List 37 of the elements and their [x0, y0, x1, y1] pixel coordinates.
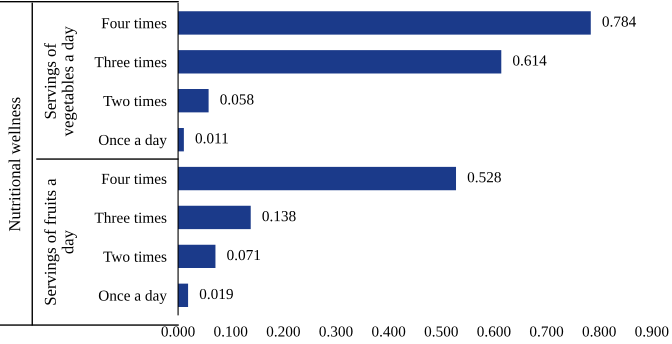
x-tick-label: 0.800 — [582, 326, 616, 337]
bar — [178, 206, 251, 230]
x-tick-label: 0.300 — [319, 326, 353, 337]
x-tick-label: 0.000 — [161, 326, 195, 337]
data-label: 0.138 — [262, 210, 296, 222]
bar — [178, 50, 502, 74]
x-tick-label: 0.600 — [477, 326, 511, 337]
x-tick-label: 0.500 — [424, 326, 458, 337]
bar — [178, 244, 216, 268]
bar — [178, 166, 456, 190]
text: Servings of fruits a day — [44, 178, 77, 305]
bar — [178, 284, 188, 307]
text: Nutritional wellness — [8, 98, 20, 232]
bar — [178, 128, 184, 152]
y-tick-label: Two times — [103, 96, 166, 106]
bar — [178, 11, 591, 35]
data-label: 0.011 — [196, 133, 228, 144]
data-label: 0.784 — [602, 16, 636, 27]
y-tick-label: Four times — [102, 174, 166, 184]
x-tick-label: 0.100 — [214, 326, 248, 337]
x-tick-label: 0.700 — [530, 326, 564, 337]
data-label: 0.019 — [200, 288, 233, 300]
y-tick-label: Once a day — [98, 134, 167, 148]
data-label: 0.614 — [512, 55, 547, 66]
y-tick-label: Two times — [103, 252, 166, 262]
data-label: 0.071 — [227, 250, 260, 260]
data-label: 0.528 — [468, 172, 501, 182]
y-tick-label: Three times — [94, 56, 166, 68]
y-tick-label: Three times — [94, 212, 166, 223]
x-tick-label: 0.200 — [266, 326, 300, 337]
x-tick-label: 0.400 — [372, 326, 406, 337]
data-label: 0.058 — [220, 94, 254, 105]
text: Servings of vegetables a day — [44, 26, 77, 136]
y-tick-label: Once a day — [98, 290, 167, 304]
bar — [178, 89, 209, 112]
y-tick-label: Four times — [102, 18, 166, 28]
x-tick-label: 0.900 — [635, 326, 668, 337]
